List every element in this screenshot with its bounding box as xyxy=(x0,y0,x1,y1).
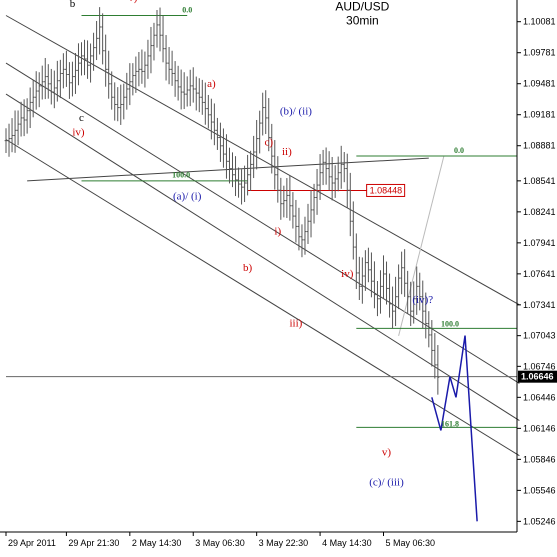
current-price-label: 1.06646 xyxy=(521,372,554,382)
y-tick-label: 1.09181 xyxy=(523,110,556,120)
channel-line xyxy=(27,157,429,182)
chart-title: 30min xyxy=(346,13,379,27)
y-tick-label: 1.06446 xyxy=(523,392,556,402)
channel-line xyxy=(5,93,520,422)
highlight-price-label: 1.08448 xyxy=(370,185,403,195)
x-tick-label: 3 May 06:30 xyxy=(195,538,245,548)
y-tick-label: 1.07641 xyxy=(523,269,556,279)
y-tick-label: 1.05846 xyxy=(523,454,556,464)
price-tags: 1.06646 1.08448 xyxy=(366,183,557,383)
wave-label: v) xyxy=(128,0,138,4)
price-bars xyxy=(4,7,440,395)
x-tick-label: 5 May 06:30 xyxy=(386,538,436,548)
wave-label: ii) xyxy=(282,146,292,158)
wave-label: i) xyxy=(274,226,281,238)
x-tick-label: 2 May 14:30 xyxy=(132,538,182,548)
wave-label: (b)/ (ii) xyxy=(280,106,312,118)
wave-label: c xyxy=(79,112,84,124)
y-tick-label: 1.06746 xyxy=(523,361,556,371)
y-tick-label: 1.09481 xyxy=(523,79,556,89)
x-axis: 29 Apr 2011 29 Apr 21:30 2 May 14:30 3 May … xyxy=(5,532,436,548)
wave-label: 100.0 xyxy=(441,320,459,329)
wave-label: 161.8 xyxy=(441,419,459,428)
channel-lines xyxy=(5,15,520,457)
x-tick-label: 29 Apr 21:30 xyxy=(68,538,119,548)
wave-label: 0.0 xyxy=(454,146,464,155)
wave-label: (a)/ (i) xyxy=(173,190,202,202)
y-tick-label: 1.07341 xyxy=(523,300,556,310)
x-tick-label: 3 May 22:30 xyxy=(259,538,309,548)
wave-label: b xyxy=(70,0,76,10)
wave-label: a) xyxy=(207,78,216,90)
wave-label: iv) xyxy=(72,126,85,138)
wave-label: iv) xyxy=(341,268,354,280)
projection-line xyxy=(431,335,478,522)
x-tick-label: 29 Apr 2011 xyxy=(8,538,56,548)
wave-label: 100.0 xyxy=(172,171,190,180)
y-tick-label: 1.07941 xyxy=(523,238,556,248)
channel-line xyxy=(5,62,520,384)
y-tick-label: 1.10081 xyxy=(523,17,556,27)
y-tick-label: 1.07043 xyxy=(523,331,556,341)
channel-line xyxy=(5,15,520,306)
wave-label: (iv)? xyxy=(412,294,433,306)
wave-label: 0.0 xyxy=(182,5,192,14)
wave-label: c) xyxy=(264,137,273,149)
y-tick-label: 1.08541 xyxy=(523,176,556,186)
channel-line xyxy=(398,155,445,336)
y-tick-label: 1.09781 xyxy=(523,48,556,58)
y-tick-label: 1.08241 xyxy=(523,207,556,217)
wave-label: iii) xyxy=(289,318,302,330)
y-tick-label: 1.05546 xyxy=(523,485,556,495)
projection-path xyxy=(431,335,478,522)
y-tick-label: 1.06146 xyxy=(523,423,556,433)
chart-title: AUD/USD xyxy=(335,0,389,13)
highlight-price-tag xyxy=(366,183,406,197)
wave-label: v) xyxy=(382,447,392,459)
y-tick-label: 1.05246 xyxy=(523,516,556,526)
wave-label: (c)/ (iii) xyxy=(369,477,404,489)
current-price-tag xyxy=(518,370,557,383)
x-tick-label: 4 May 14:30 xyxy=(322,538,372,548)
horizontal-levels xyxy=(6,15,517,428)
y-tick-label: 1.08881 xyxy=(523,141,556,151)
wave-label: b) xyxy=(243,262,253,274)
y-axis: 1.10081 1.09781 1.09481 1.09181 1.08881 1.085… xyxy=(517,17,556,526)
